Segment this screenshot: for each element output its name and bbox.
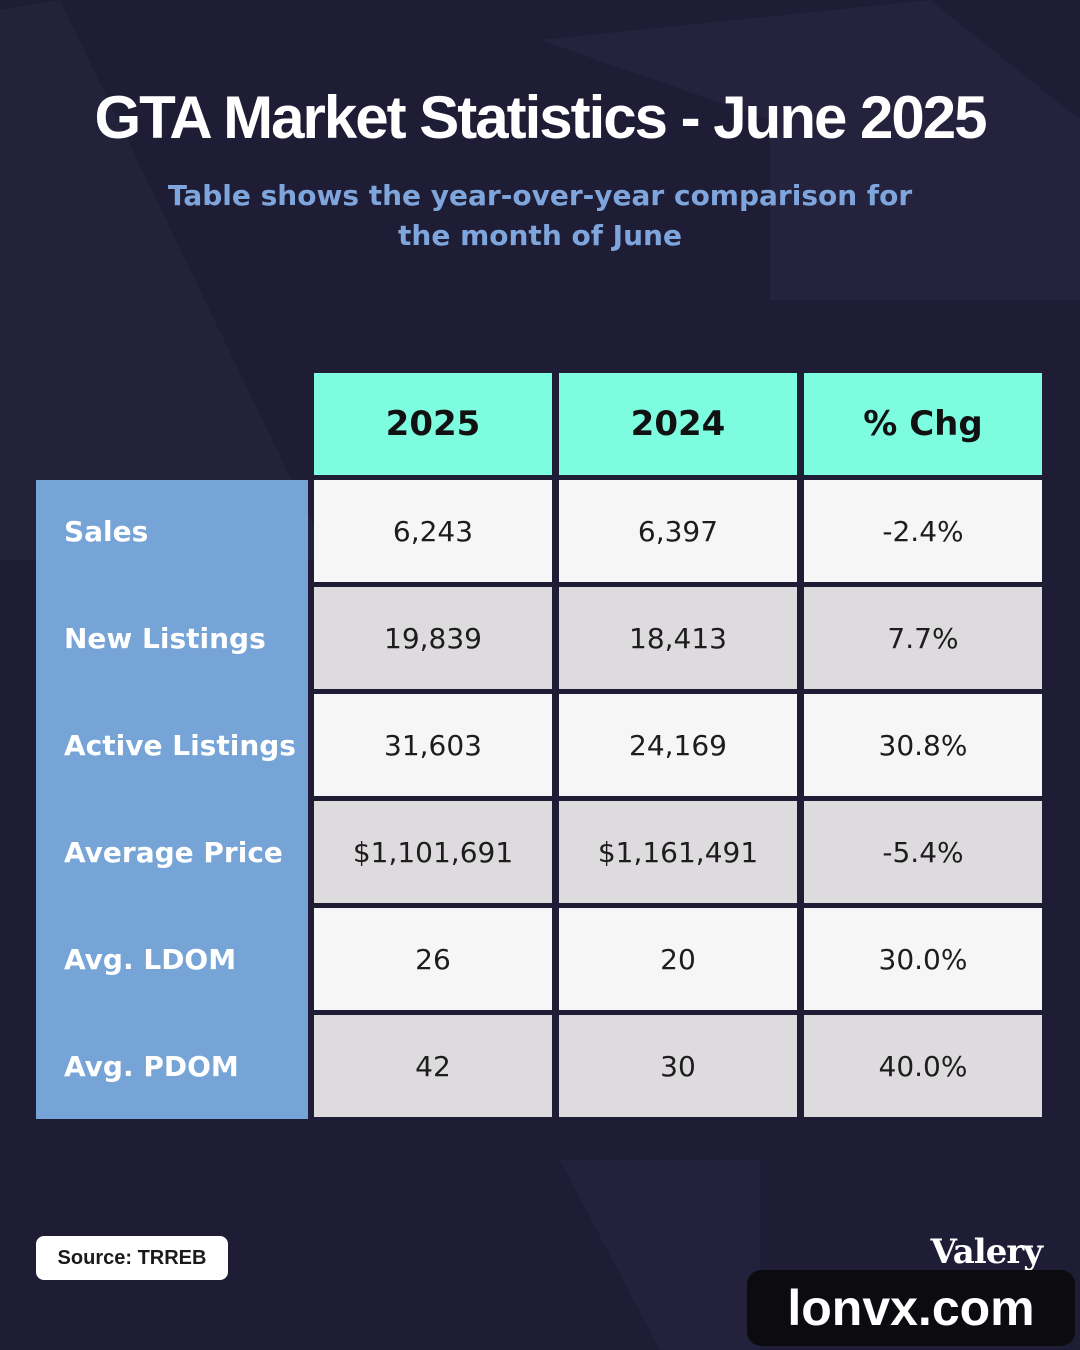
table-cell: -5.4% <box>804 801 1042 903</box>
table-cell: -2.4% <box>804 480 1042 582</box>
row-label-column <box>36 480 308 1119</box>
table-cell: 7.7% <box>804 587 1042 689</box>
table-cell: 31,603 <box>314 694 552 796</box>
row-label: Avg. PDOM <box>64 1049 239 1083</box>
table-cell: 30.8% <box>804 694 1042 796</box>
table-cell: 30.0% <box>804 908 1042 1010</box>
row-label: Active Listings <box>64 728 296 762</box>
row-label: Average Price <box>64 835 283 869</box>
source-badge: Source: TRREB <box>36 1236 228 1280</box>
row-label: New Listings <box>64 621 266 655</box>
column-header: 2024 <box>559 373 797 475</box>
table-cell: 30 <box>559 1015 797 1117</box>
table-cell: 6,397 <box>559 480 797 582</box>
page-subtitle: Table shows the year-over-year compariso… <box>167 179 913 252</box>
table-cell: $1,161,491 <box>559 801 797 903</box>
table-cell: $1,101,691 <box>314 801 552 903</box>
table-cell: 40.0% <box>804 1015 1042 1117</box>
row-label: Avg. LDOM <box>64 942 237 976</box>
brand-logo: Valery <box>930 1232 1043 1272</box>
table-cell: 42 <box>314 1015 552 1117</box>
row-label: Sales <box>64 514 149 548</box>
column-header: 2025 <box>314 373 552 475</box>
table-cell: 19,839 <box>314 587 552 689</box>
table-cell: 6,243 <box>314 480 552 582</box>
table-cell: 18,413 <box>559 587 797 689</box>
table-cell: 24,169 <box>559 694 797 796</box>
column-header: % Chg <box>804 373 1042 475</box>
table-cell: 26 <box>314 908 552 1010</box>
page-title: GTA Market Statistics - June 2025 <box>94 84 987 151</box>
watermark-badge: lonvx.com <box>747 1270 1075 1346</box>
table-cell: 20 <box>559 908 797 1010</box>
